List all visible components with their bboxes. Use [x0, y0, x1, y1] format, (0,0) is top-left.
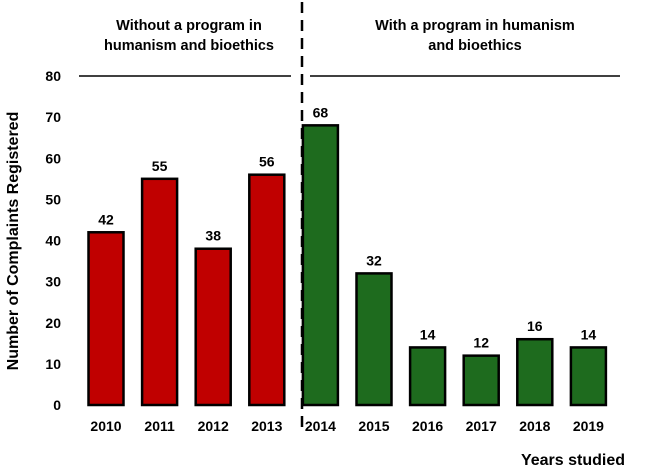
y-tick-label: 20	[45, 315, 61, 331]
bar-2015	[355, 272, 393, 407]
bar-2016	[408, 346, 447, 407]
x-tick-label: 2012	[198, 418, 229, 434]
bar-2019	[569, 346, 608, 407]
bar-2011	[140, 177, 179, 407]
bar-2012	[194, 247, 232, 407]
y-axis: 0 10 20 30 40 50 60 70 80	[45, 68, 61, 413]
y-tick-label: 70	[45, 109, 61, 125]
x-tick-label: 2013	[251, 418, 282, 434]
x-tick-label: 2011	[144, 418, 175, 434]
group-label: With a program in humanism	[375, 18, 575, 34]
y-tick-label: 50	[45, 191, 61, 207]
y-axis-title: Number of Complaints Registered	[5, 112, 22, 371]
data-label-2017: 12	[473, 335, 489, 351]
x-tick-label: 2016	[412, 418, 443, 434]
y-tick-label: 60	[45, 150, 61, 166]
data-label-2011: 55	[152, 158, 168, 174]
y-tick-label: 0	[53, 397, 61, 413]
x-tick-label: 2017	[466, 418, 497, 434]
x-tick-label: 2014	[305, 418, 336, 434]
data-label-2019: 14	[581, 326, 597, 342]
group-label: and bioethics	[428, 38, 521, 54]
data-label-2018: 16	[527, 318, 543, 334]
data-label-2013: 56	[259, 154, 275, 170]
x-axis: 2010 2011 2012 2013 2014 2015 2016 2017 2018 2019	[90, 418, 604, 434]
data-label-2012: 38	[205, 228, 221, 244]
bar-2018	[516, 337, 554, 407]
bars	[87, 124, 608, 407]
data-labels: 42 55 38 56 68 32 14 12 16 14	[98, 104, 596, 350]
x-axis-title: Years studied	[521, 452, 625, 469]
x-tick-label: 2018	[519, 418, 550, 434]
bar-2013	[248, 173, 286, 407]
data-label-2014: 68	[313, 104, 329, 120]
group-label: Without a program in	[116, 18, 262, 34]
group-headers: Without a program in humanism and bioethi…	[79, 18, 620, 77]
y-tick-label: 10	[45, 356, 61, 372]
bar-2010	[87, 231, 125, 407]
data-label-2015: 32	[366, 252, 382, 268]
y-tick-label: 40	[45, 233, 61, 249]
bar-2017	[462, 354, 500, 407]
y-tick-label: 80	[45, 68, 61, 84]
y-tick-label: 30	[45, 274, 61, 290]
x-tick-label: 2015	[358, 418, 389, 434]
data-label-2016: 14	[420, 326, 436, 342]
x-tick-label: 2019	[573, 418, 604, 434]
x-tick-label: 2010	[90, 418, 121, 434]
group-label: humanism and bioethics	[104, 38, 274, 54]
bar-2014	[301, 124, 340, 407]
data-label-2010: 42	[98, 211, 114, 227]
